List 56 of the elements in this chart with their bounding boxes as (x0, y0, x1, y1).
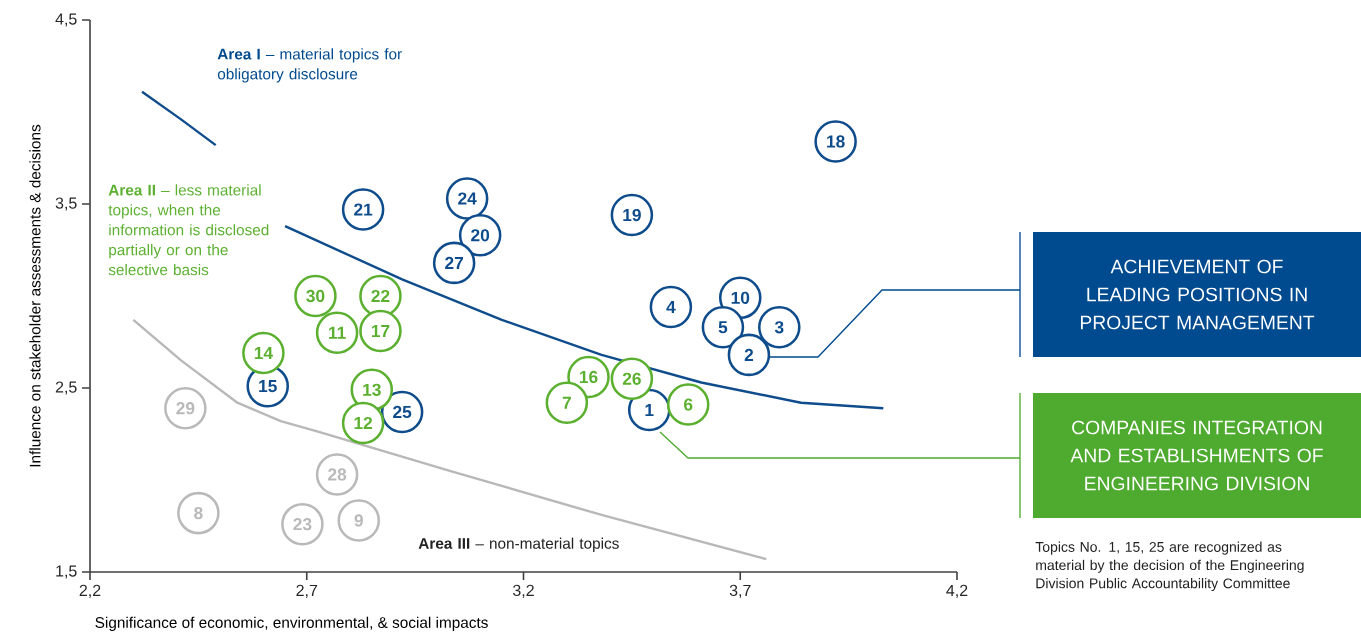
x-tick-label: 4,2 (946, 584, 968, 598)
point (177, 491, 220, 535)
annotation: 17 (371, 325, 390, 337)
annotation: 29 (176, 402, 195, 415)
y-tick-label: 3,5 (55, 197, 77, 211)
annotation: Area I – material topics for obligatory disclosure (217, 48, 402, 83)
x-axis-title: Significance of economic, environmental, & social impacts (95, 616, 488, 631)
annotation: 18 (827, 135, 845, 148)
annotation: 7 (562, 396, 571, 409)
point (701, 306, 745, 349)
annotation: 28 (328, 468, 347, 481)
text: ACHIEVEMENT OF LEADING POSITIONS IN PROJECT MANAGEMENT (1080, 259, 1315, 330)
point (666, 383, 710, 426)
y-tick-label: 4,5 (55, 13, 77, 27)
annotation: 5 (718, 321, 728, 334)
annotation: 3 (774, 321, 784, 334)
point (337, 499, 381, 542)
text: COMPANIES INTEGRATION AND ESTABLISHMENTS OF ENGINEERING DIVISION (1070, 420, 1323, 491)
annotation: Area II – less material topics, when the information is disclosed partially or on the selective basis (108, 184, 269, 276)
annotation: 24 (458, 192, 477, 205)
annotation: 2 (744, 348, 754, 361)
annotation: 16 (579, 370, 598, 384)
text: Topics No. 1, 15, 25 are recognized as material by the decision of the Engineering Division Public Accountability Committee (1035, 541, 1304, 592)
annotation: 13 (363, 383, 381, 396)
point (758, 306, 801, 349)
annotation: 11 (329, 326, 346, 339)
y-axis-title: Influence on stakeholder assessments & decisions (29, 124, 41, 467)
x-tick-label: 2,7 (296, 584, 318, 598)
annotation: 23 (293, 518, 312, 531)
annotation: 15 (259, 380, 277, 393)
annotation: 12 (354, 416, 373, 430)
annotation: 1 (645, 404, 654, 417)
point (545, 381, 589, 424)
x-tick-label: 2,2 (79, 584, 101, 598)
point (649, 285, 693, 329)
point (727, 333, 771, 377)
annotation: 27 (445, 256, 464, 269)
annotation: 4 (666, 301, 676, 313)
annotation: 8 (194, 506, 203, 520)
annotation: 20 (471, 229, 490, 242)
annotation: 6 (684, 398, 693, 411)
annotation: 14 (254, 347, 273, 359)
annotation: 26 (622, 372, 641, 385)
annotation: 10 (731, 291, 750, 304)
y-tick-label: 2,5 (55, 381, 77, 395)
annotation: 30 (306, 289, 325, 303)
y-tick-label: 1,5 (56, 565, 77, 579)
annotation: 21 (354, 203, 373, 216)
annotation: 25 (393, 405, 412, 419)
annotation: Area III – non-material topics (418, 537, 619, 552)
annotation: 22 (371, 289, 390, 303)
line-series (132, 318, 768, 561)
x-tick-label: 3,7 (729, 584, 751, 598)
annotation: 9 (354, 514, 363, 527)
x-tick-label: 3,2 (512, 584, 534, 598)
annotation: 19 (623, 208, 641, 222)
